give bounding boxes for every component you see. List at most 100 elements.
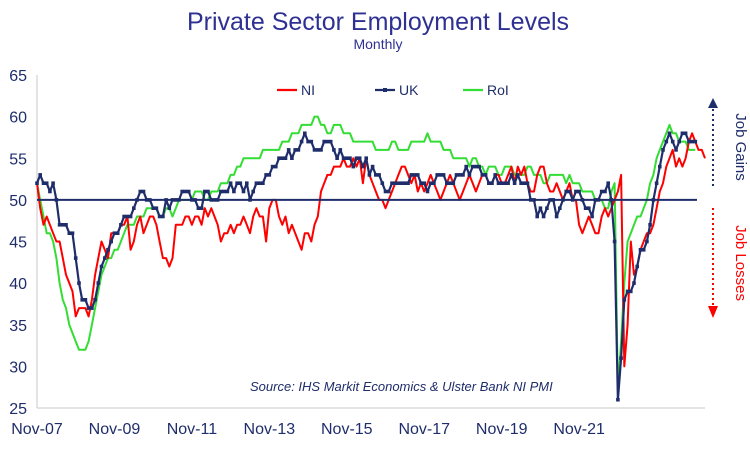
series-point-uk xyxy=(409,173,414,177)
series-point-uk xyxy=(419,181,423,185)
series-point-uk xyxy=(357,156,362,160)
x-axis-ticks: Nov-07 Nov-09 Nov-11 Nov-13 Nov-15 Nov-17 Nov-… xyxy=(11,421,605,438)
series-point-uk xyxy=(261,181,265,185)
series-point-uk xyxy=(503,181,507,185)
series-point-uk xyxy=(506,181,510,185)
series-point-uk xyxy=(574,189,578,194)
series-point-uk xyxy=(132,206,136,210)
series-point-uk xyxy=(683,131,688,136)
series-point-uk xyxy=(661,148,665,152)
series-point-uk xyxy=(293,148,297,152)
series-point-uk xyxy=(161,214,165,219)
series-point-uk xyxy=(348,156,352,160)
series-point-uk xyxy=(61,223,65,227)
series-point-uk xyxy=(306,139,310,144)
series-point-uk xyxy=(332,148,336,152)
y-axis-ticks: 25 30 35 40 45 50 55 60 65 xyxy=(9,68,27,418)
series-point-uk xyxy=(632,281,636,285)
series-point-uk xyxy=(222,189,226,194)
series-point-uk xyxy=(251,189,255,194)
series-point-uk xyxy=(483,173,488,177)
y-tick-label: 65 xyxy=(9,68,27,85)
series-point-uk xyxy=(577,189,581,194)
source-note: Source: IHS Markit Economics & Ulster Ba… xyxy=(250,379,553,394)
series-point-uk xyxy=(228,181,233,185)
series-line-roi xyxy=(36,115,696,393)
series-point-uk xyxy=(51,181,55,185)
series-point-uk xyxy=(83,298,88,302)
series-point-uk xyxy=(583,206,588,210)
legend-label-ni: NI xyxy=(301,82,315,98)
series-point-uk xyxy=(280,156,285,160)
series-point-uk xyxy=(480,173,485,177)
series-line-uk xyxy=(35,132,696,401)
series-point-uk xyxy=(428,181,433,185)
series-point-uk xyxy=(80,298,84,302)
series-point-uk xyxy=(303,131,307,136)
series-point-uk xyxy=(674,148,678,152)
series-point-uk xyxy=(109,239,113,244)
series-point-uk xyxy=(138,189,143,194)
x-tick-label: Nov-21 xyxy=(553,421,605,438)
series-point-uk xyxy=(599,189,604,194)
series-point-uk xyxy=(112,231,117,235)
series-point-uk xyxy=(383,189,388,194)
series-point-uk xyxy=(254,181,259,185)
series-point-uk xyxy=(606,181,610,185)
series-point-uk xyxy=(125,214,130,219)
series-point-uk xyxy=(354,156,359,160)
series-point-uk xyxy=(496,181,501,185)
series-point-uk xyxy=(587,206,591,210)
series-point-uk xyxy=(603,189,607,194)
series-point-uk xyxy=(241,189,246,194)
series-point-uk xyxy=(545,206,549,210)
series-point-uk xyxy=(235,181,239,185)
series-point-uk xyxy=(351,164,356,169)
series-line-ni xyxy=(36,132,706,368)
series-point-uk xyxy=(641,248,646,252)
series-point-uk xyxy=(490,181,494,185)
series-point-uk xyxy=(516,173,520,177)
x-tick-label: Nov-07 xyxy=(11,421,63,438)
series-point-uk xyxy=(645,239,649,244)
series-point-uk xyxy=(670,139,675,144)
legend: NI UK RoI xyxy=(277,82,509,98)
series-point-uk xyxy=(141,189,146,194)
series-point-uk xyxy=(567,189,572,194)
series-point-uk xyxy=(690,139,694,144)
series-point-uk xyxy=(380,181,385,185)
series-point-uk xyxy=(119,223,123,227)
series-point-uk xyxy=(590,214,594,219)
series-point-uk xyxy=(128,214,133,219)
series-point-uk xyxy=(687,139,691,144)
series-point-uk xyxy=(180,189,184,194)
series-point-uk xyxy=(316,148,320,152)
series-point-uk xyxy=(361,164,365,169)
x-tick-label: Nov-13 xyxy=(244,421,296,438)
series-point-uk xyxy=(196,206,201,210)
series-point-uk xyxy=(299,139,304,144)
series-point-uk xyxy=(509,173,514,177)
series-point-uk xyxy=(64,223,68,227)
series-point-uk xyxy=(370,164,375,169)
series-point-uk xyxy=(96,281,101,285)
job-losses-label: Job Losses xyxy=(732,225,749,301)
y-tick-label: 30 xyxy=(9,359,27,376)
series-point-uk xyxy=(680,131,685,136)
series-point-uk xyxy=(454,173,459,177)
series-point-uk xyxy=(612,239,617,244)
series-point-uk xyxy=(322,139,326,144)
series-point-uk xyxy=(274,164,278,169)
series-point-uk xyxy=(93,298,97,302)
series-point-uk xyxy=(386,189,391,194)
series-point-uk xyxy=(451,181,456,185)
job-losses-arrowhead xyxy=(708,306,718,318)
series-point-uk xyxy=(467,173,472,177)
series-point-uk xyxy=(416,173,420,177)
series-point-uk xyxy=(238,181,243,185)
series-point-uk xyxy=(377,173,381,177)
series-point-uk xyxy=(312,148,317,152)
series-point-uk xyxy=(457,173,462,177)
series-point-uk xyxy=(206,189,210,194)
